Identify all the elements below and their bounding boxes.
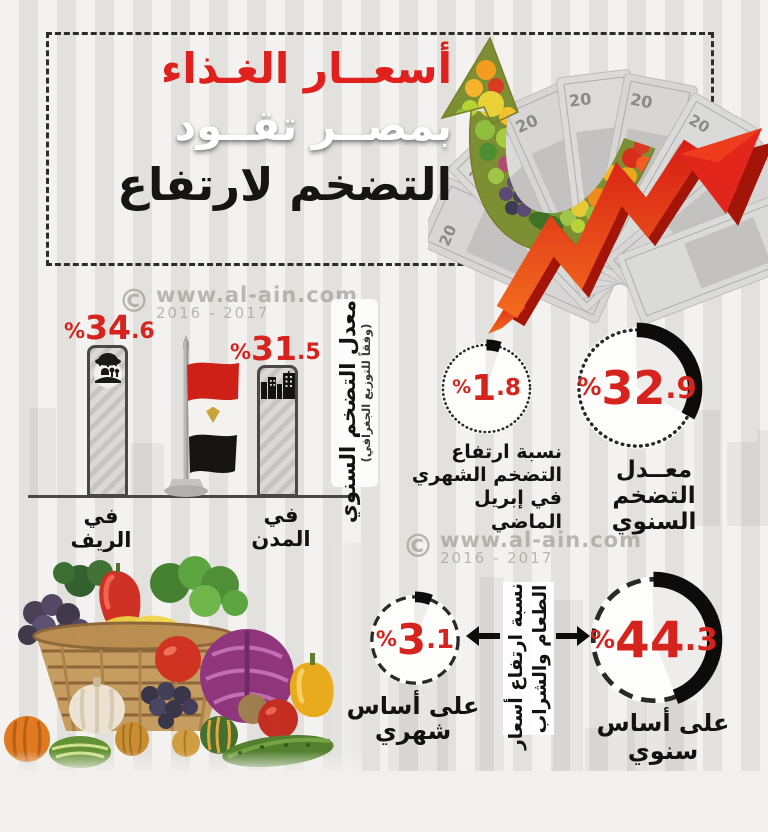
city-icon: [260, 371, 295, 399]
urban-label: في المدن: [251, 503, 311, 551]
donut-annual-inflation: % 32.9: [571, 322, 703, 454]
food-monthly-label: على أساس شهري: [346, 692, 480, 746]
decor-bar: [30, 408, 56, 496]
header-graphic: 20 20 20 20 20 20 20 20: [428, 36, 768, 334]
decor-bar: [130, 443, 164, 496]
decor-bar: [694, 410, 720, 526]
food-caption-line-1: نسبة ارتفاع أسعار: [505, 582, 527, 750]
donut-monthly-inflation: % 1.8: [437, 339, 536, 438]
vegetable-basket-photo: [0, 543, 362, 775]
village-icon: [93, 353, 122, 388]
monthly-inflation-percent: % 1.8: [452, 367, 521, 409]
arrow-left-icon: [466, 626, 500, 646]
decor-bar: [645, 700, 697, 772]
svg-text:20: 20: [568, 89, 592, 111]
copyright-icon: ©: [118, 282, 150, 320]
watermark-url: www.al-ain.com: [156, 283, 358, 307]
urban-percent: % 31.5: [230, 329, 321, 368]
side-title: معدل التضخم السنوي: [335, 300, 360, 524]
footer-bar: alain_4u alain.4u alain.social بوابة الع…: [0, 771, 768, 832]
bar-urban: [257, 365, 298, 497]
donut-food-annual: % 44.3: [585, 571, 723, 709]
decor-bar: [585, 728, 635, 772]
annual-inflation-label: معــدل التضخم السنوي: [611, 457, 697, 535]
food-monthly-percent: % 3.1: [375, 615, 455, 664]
title-line-1: أسعــار الغـذاء: [160, 44, 452, 93]
arrow-right-icon: [556, 626, 590, 646]
copyright-icon: ©: [402, 527, 434, 565]
food-caption-line-2: الطعام والشراب: [529, 584, 551, 733]
watermark: © www.al-ain.com 2016 - 2017: [118, 282, 358, 323]
watermark-years: 2016 - 2017: [440, 549, 554, 567]
decor-bar: [757, 430, 768, 526]
title-line-3: التضخم لارتفاع: [117, 158, 452, 212]
rising-arrow: [488, 128, 768, 334]
egypt-flag: [164, 335, 239, 497]
monthly-inflation-label: نسبة ارتفاع التضخم الشهري في إبريل الماض…: [411, 441, 562, 533]
rural-label: في الريف: [70, 504, 132, 552]
bar-rural: [87, 345, 128, 497]
side-subtitle: (وفقاً للتوزيع الجغرافي): [358, 323, 373, 463]
food-annual-label: على أساس سنوي: [596, 709, 730, 765]
watermark-url: www.al-ain.com: [440, 528, 642, 552]
food-annual-percent: % 44.3: [589, 611, 718, 669]
watermark: © www.al-ain.com 2016 - 2017: [402, 527, 642, 568]
donut-food-monthly: % 3.1: [366, 591, 464, 689]
annual-inflation-percent: % 32.9: [577, 361, 697, 415]
food-prices-caption-box: نسبة ارتفاع أسعار الطعام والشراب: [503, 582, 554, 750]
decor-bar: [480, 577, 504, 772]
decor-bar: [727, 442, 757, 526]
title-line-2: بمصــر تقــود: [174, 101, 452, 151]
bar-chart-side-caption: معدل التضخم السنوي (وفقاً للتوزيع الجغرا…: [331, 299, 378, 524]
flag-eagle: [206, 407, 220, 423]
watermark-years: 2016 - 2017: [156, 304, 270, 322]
rural-percent: % 34.6: [64, 308, 155, 347]
page-title: أسعــار الغـذاء بمصــر تقــود التضخم لار…: [117, 40, 452, 215]
svg-text:20: 20: [629, 90, 654, 113]
